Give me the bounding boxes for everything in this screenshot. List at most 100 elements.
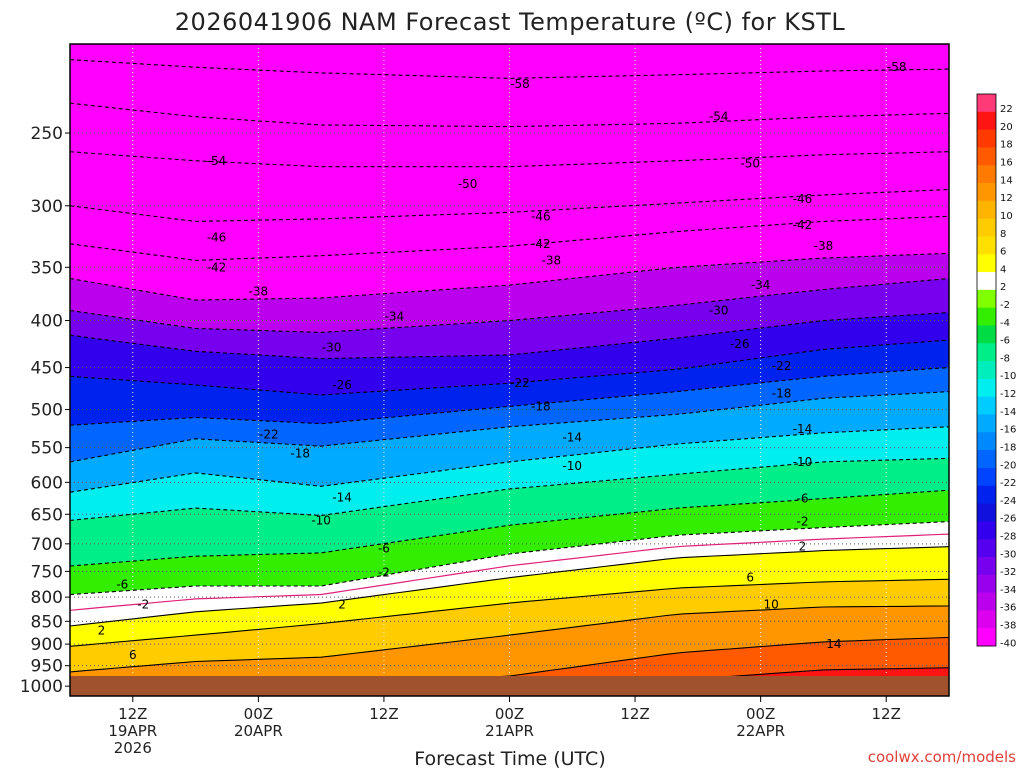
contour--42 [70, 215, 949, 261]
colorbar-swatch [977, 165, 996, 184]
colorbar-swatch [977, 183, 996, 202]
contour-label-text: -50 [458, 177, 478, 191]
colorbar-label: -22 [1000, 478, 1016, 489]
y-tick-label: 300 [31, 197, 63, 217]
contour-label-text: -58 [510, 77, 530, 91]
contour-label-text: -10 [562, 459, 582, 473]
y-tick-label: 500 [31, 401, 63, 421]
colorbar-label: -14 [1000, 407, 1016, 418]
contour-label-text: -58 [887, 60, 907, 74]
colorbar-label: -2 [1000, 300, 1010, 311]
contour-label: -18 [772, 386, 792, 400]
contour-label-text: -38 [249, 285, 269, 299]
contour-label-text: -30 [709, 303, 729, 317]
x-tick-label: 12Z [872, 705, 901, 723]
y-tick-label: 700 [31, 535, 63, 555]
colorbar-swatch [977, 450, 996, 469]
contour-label: -38 [249, 285, 269, 299]
colorbar-swatch [977, 414, 996, 433]
contour-labels: -58-58-54-54-50-50-46-46-46-42-42-42-38-… [98, 60, 907, 693]
colorbar-swatch [977, 147, 996, 166]
contour-label-text: -46 [793, 192, 813, 206]
colorbar-label: -16 [1000, 425, 1016, 436]
colorbar-label: 18 [1000, 140, 1013, 151]
contour-label-text: -18 [772, 386, 792, 400]
contour-label: 10 [763, 598, 778, 612]
colorbar-label: -40 [1000, 638, 1016, 649]
contour-label-text: -6 [797, 492, 809, 506]
y-tick-label: 950 [31, 657, 63, 677]
colorbar-swatch [977, 343, 996, 362]
contour-label-text: -26 [730, 337, 750, 351]
x-tick-label: 00Z [495, 705, 524, 723]
y-tick-label: 750 [31, 562, 63, 582]
credit-link[interactable]: coolwx.com/models [868, 748, 1016, 766]
contour-label-text: -38 [542, 253, 562, 267]
contour-label: -22 [259, 427, 279, 441]
colorbar-label: -6 [1000, 336, 1010, 347]
contour-label: -2 [137, 598, 149, 612]
contour-label: -30 [709, 303, 729, 317]
x-tick-label: 20APR [234, 722, 283, 740]
colorbar-swatch [977, 236, 996, 255]
y-tick-label: 850 [31, 612, 63, 632]
contour-label-text: -34 [751, 278, 771, 292]
contour-label-text: -14 [793, 422, 813, 436]
contour-label-text: -50 [740, 157, 760, 171]
contour-label: -50 [458, 177, 478, 191]
colorbar-label: 2 [1000, 282, 1006, 293]
colorbar-swatch [977, 200, 996, 220]
contour-label: -2 [797, 515, 809, 529]
colorbar-label: -24 [1000, 496, 1016, 507]
colorbar-swatch [977, 307, 996, 326]
contour-label-text: -30 [322, 341, 342, 355]
contour--2 [70, 521, 949, 596]
colorbar-label: 20 [1000, 122, 1013, 133]
contour-label: -6 [797, 492, 809, 506]
contour-label: -30 [322, 341, 342, 355]
colorbar-label: -12 [1000, 389, 1016, 400]
colorbar-label: -32 [1000, 567, 1016, 578]
contour-label: -22 [772, 359, 792, 373]
contour-2 [70, 546, 949, 627]
contour-label: -54 [207, 154, 227, 168]
contour-label: -46 [531, 209, 551, 223]
contour-label: -6 [116, 577, 128, 591]
contour-label: -2 [378, 565, 390, 579]
colorbar-swatch [977, 521, 996, 540]
contour-label: -22 [510, 376, 530, 390]
contour-label-text: 6 [129, 648, 137, 662]
contour-label: 14 [826, 637, 841, 651]
contour-label-text: -14 [562, 430, 582, 444]
contour--6 [70, 489, 949, 567]
y-tick-label: 450 [31, 359, 63, 379]
contour-label-text: -14 [332, 490, 352, 504]
y-tick-label: 800 [31, 588, 63, 608]
colorbar-label: -36 [1000, 603, 1016, 614]
contour-label: -34 [751, 278, 771, 292]
contour-label: 2 [98, 624, 106, 638]
y-tick-label: 250 [31, 124, 63, 144]
colorbar-swatch [977, 432, 996, 451]
contour-label-text: -34 [385, 310, 405, 324]
contour-label-text: -42 [793, 218, 813, 232]
colorbar-label: -34 [1000, 585, 1016, 596]
contour-label-text: -22 [772, 359, 792, 373]
colorbar-swatch [977, 574, 996, 594]
contour-label: -50 [740, 157, 760, 171]
contour-label: -14 [332, 490, 352, 504]
contour-lines [70, 59, 949, 696]
temperature-fill [70, 44, 949, 696]
colorbar-swatch [977, 254, 996, 273]
contour-label: 2 [338, 598, 346, 612]
contour-label: -10 [562, 459, 582, 473]
x-tick-label: 22APR [736, 722, 785, 740]
contour--26 [70, 339, 949, 396]
colorbar-swatch [977, 503, 996, 522]
contour-label-text: -6 [116, 577, 128, 591]
plot-area: -58-58-54-54-50-50-46-46-46-42-42-42-38-… [70, 44, 949, 696]
contour-label: 2 [799, 540, 807, 554]
colorbar-swatch [977, 129, 996, 148]
